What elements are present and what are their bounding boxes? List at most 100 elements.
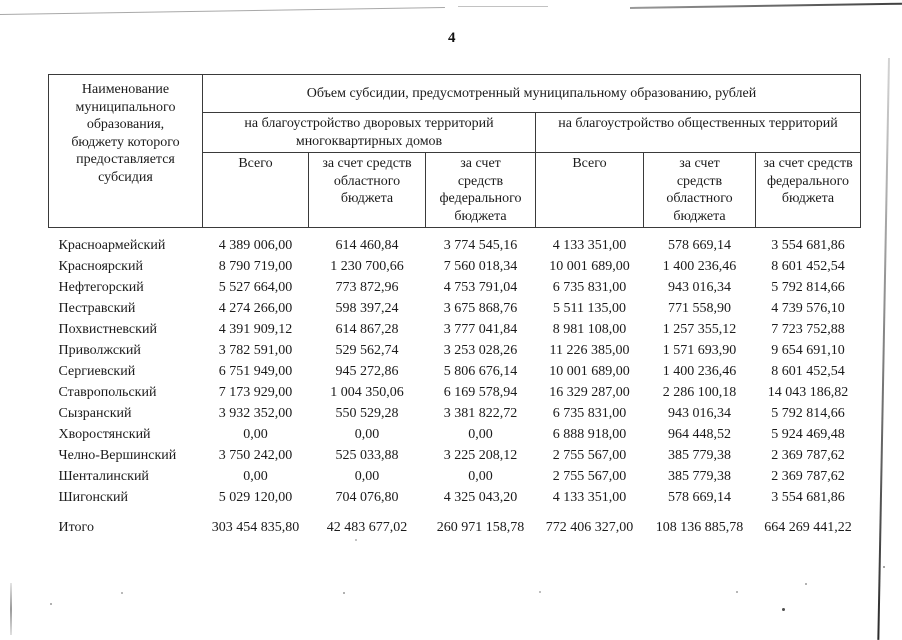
cell-municipality: Хворостянский (58, 427, 151, 442)
cell-total-sum-courtyard: 303 454 835,80 (211, 520, 300, 535)
table-row: Приволжский 3 782 591,00 529 562,74 3 25… (49, 340, 861, 361)
scan-speck (343, 592, 345, 594)
table-row: Красноярский 8 790 719,00 1 230 700,66 7… (49, 256, 861, 277)
table-row: Нефтегорский 5 527 664,00 773 872,96 4 7… (49, 277, 861, 298)
table-row: Сергиевский 6 751 949,00 945 272,86 5 80… (49, 361, 861, 382)
cell-regional-public: 1 257 355,12 (662, 322, 737, 337)
cell-regional-public: 964 448,52 (668, 427, 731, 442)
cell-total-courtyard: 7 173 929,00 (218, 385, 293, 400)
cell-total-public: 8 981 108,00 (552, 322, 627, 337)
cell-federal-public: 7 723 752,88 (771, 322, 845, 337)
cell-total-public: 2 755 567,00 (552, 469, 627, 484)
cell-federal-courtyard: 0,00 (468, 469, 493, 484)
cell-municipality: Приволжский (58, 343, 141, 358)
header-municipality-name: Наименование муниципального образования,… (48, 74, 203, 228)
cell-federal-courtyard: 3 774 545,16 (443, 238, 518, 253)
cell-federal-public: 2 369 787,62 (771, 469, 845, 484)
table-row: Ставропольский 7 173 929,00 1 004 350,06… (49, 382, 861, 403)
cell-regional-courtyard: 0,00 (354, 469, 380, 484)
cell-total-courtyard: 5 029 120,00 (218, 490, 293, 505)
cell-total-federal-courtyard: 260 971 158,78 (436, 520, 525, 535)
cell-regional-courtyard: 614 460,84 (335, 238, 399, 253)
cell-total-public: 2 755 567,00 (552, 448, 627, 463)
table-row: Красноармейский 4 389 006,00 614 460,84 … (49, 228, 861, 257)
total-row: Итого 303 454 835,80 42 483 677,02 260 9… (49, 517, 861, 538)
cell-federal-public: 3 554 681,86 (771, 238, 845, 253)
cell-total-courtyard: 0,00 (243, 427, 268, 442)
cell-regional-courtyard: 598 397,24 (335, 301, 399, 316)
scan-speck (883, 566, 885, 568)
cell-regional-courtyard: 1 004 350,06 (330, 385, 404, 400)
cell-regional-public: 385 779,38 (668, 469, 731, 484)
table-row: Похвистневский 4 391 909,12 614 867,28 3… (49, 319, 861, 340)
table-row: Хворостянский 0,00 0,00 0,00 6 888 918,0… (49, 424, 861, 445)
scan-edge-line (0, 7, 445, 15)
cell-federal-public: 9 654 691,10 (771, 343, 845, 358)
cell-municipality: Красноармейский (58, 238, 166, 253)
cell-regional-public: 2 286 100,18 (662, 385, 737, 400)
cell-regional-public: 1 400 236,46 (662, 259, 737, 274)
cell-total-courtyard: 6 751 949,00 (218, 364, 293, 379)
scan-speck (355, 539, 357, 541)
cell-federal-public: 8 601 452,54 (771, 259, 845, 274)
header-row-main: Наименование муниципального образования,… (48, 74, 862, 228)
cell-municipality: Шенталинский (58, 469, 149, 484)
cell-federal-public: 14 043 186,82 (767, 385, 849, 400)
cell-municipality: Шигонский (58, 490, 129, 505)
cell-total-regional-public: 108 136 885,78 (655, 520, 744, 535)
cell-total-courtyard: 4 389 006,00 (218, 238, 293, 253)
cell-municipality: Нефтегорский (58, 280, 144, 295)
table-row: Челно-Вершинский 3 750 242,00 525 033,88… (49, 445, 861, 466)
scan-speck (805, 583, 807, 585)
cell-regional-public: 578 669,14 (668, 238, 731, 253)
header-col-federal-budget-public: за счет средств федерального бюджета (754, 152, 862, 228)
cell-total-sum-public: 772 406 327,00 (545, 520, 634, 535)
cell-total-courtyard: 5 527 664,00 (218, 280, 293, 295)
subsidy-table: Наименование муниципального образования,… (48, 74, 862, 538)
cell-regional-public: 1 400 236,46 (662, 364, 737, 379)
cell-total-courtyard: 0,00 (243, 469, 268, 484)
cell-total-public: 4 133 351,00 (552, 490, 627, 505)
cell-total-public: 6 888 918,00 (552, 427, 627, 442)
table-row: Пестравский 4 274 266,00 598 397,24 3 67… (49, 298, 861, 319)
header-col-regional-budget-public: за счет средств областного бюджета (643, 152, 756, 228)
cell-federal-courtyard: 3 225 208,12 (443, 448, 518, 463)
cell-regional-public: 1 571 693,90 (662, 343, 737, 358)
cell-regional-public: 943 016,34 (668, 280, 731, 295)
cell-federal-public: 2 369 787,62 (771, 448, 845, 463)
cell-total-courtyard: 3 750 242,00 (218, 448, 293, 463)
cell-regional-courtyard: 525 033,88 (335, 448, 399, 463)
header-col-regional-budget-courtyard: за счет средств областного бюджета (308, 152, 426, 228)
cell-municipality: Ставропольский (58, 385, 157, 400)
cell-regional-public: 385 779,38 (668, 448, 731, 463)
cell-federal-courtyard: 7 560 018,34 (443, 259, 518, 274)
cell-federal-public: 5 792 814,66 (771, 280, 845, 295)
cell-regional-courtyard: 529 562,74 (335, 343, 399, 358)
cell-regional-courtyard: 614 867,28 (335, 322, 399, 337)
cell-federal-public: 5 792 814,66 (771, 406, 845, 421)
cell-federal-public: 4 739 576,10 (771, 301, 845, 316)
header-col-total-public: Всего (535, 152, 644, 228)
cell-total-public: 16 329 287,00 (549, 385, 630, 400)
cell-regional-public: 943 016,34 (668, 406, 731, 421)
cell-federal-courtyard: 3 675 868,76 (443, 301, 518, 316)
scan-speck (121, 592, 123, 594)
table-row: Шенталинский 0,00 0,00 0,00 2 755 567,00… (49, 466, 861, 487)
cell-municipality: Пестравский (58, 301, 136, 316)
cell-total-public: 10 001 689,00 (549, 364, 630, 379)
cell-federal-courtyard: 4 753 791,04 (443, 280, 518, 295)
cell-total-public: 6 735 831,00 (552, 406, 627, 421)
header-group-courtyard-territories: на благоустройство дворовых территорий м… (202, 112, 536, 153)
cell-federal-courtyard: 4 325 043,20 (443, 490, 518, 505)
cell-municipality: Сызранский (58, 406, 132, 421)
cell-total-federal-public: 664 269 441,22 (764, 520, 852, 535)
cell-federal-courtyard: 3 381 822,72 (443, 406, 518, 421)
cell-regional-courtyard: 704 076,80 (335, 490, 399, 505)
table-row: Сызранский 3 932 352,00 550 529,28 3 381… (49, 403, 861, 424)
scan-speck (736, 591, 738, 593)
cell-total-public: 11 226 385,00 (549, 343, 630, 358)
cell-regional-courtyard: 0,00 (354, 427, 380, 442)
spacer-row (49, 508, 861, 517)
cell-total-regional-courtyard: 42 483 677,02 (326, 520, 408, 535)
